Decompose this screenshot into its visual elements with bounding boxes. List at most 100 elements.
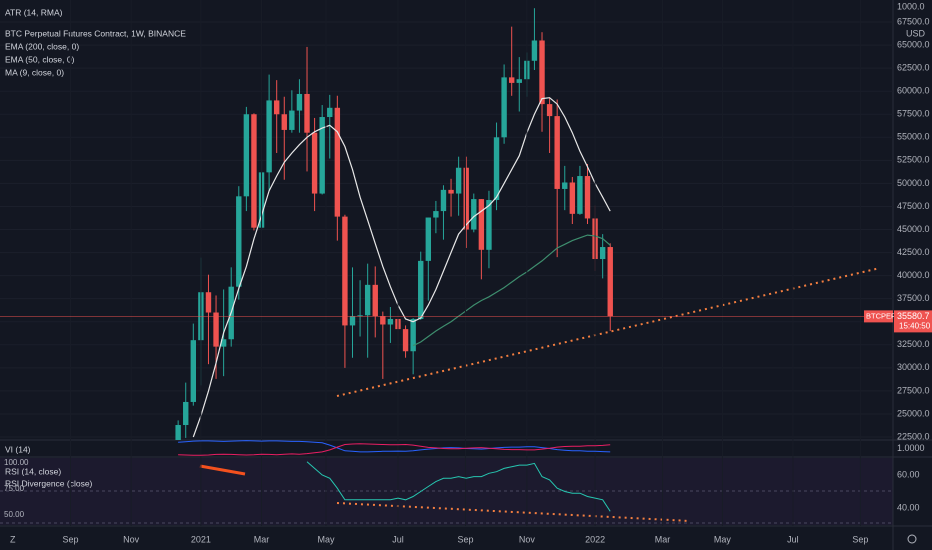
candle-body — [425, 217, 432, 261]
price-tag — [894, 310, 932, 333]
candle-body — [501, 77, 507, 138]
candle-body — [266, 100, 272, 173]
candle-body — [213, 312, 219, 347]
candle-body — [387, 318, 394, 325]
y-tick-label: 27500.0 — [897, 385, 930, 395]
price-label: 35580.7 — [897, 311, 930, 321]
atr-tick: 1000.0 — [897, 1, 925, 11]
candle-body — [380, 316, 386, 325]
candle-body — [577, 176, 583, 214]
candle-body — [599, 247, 606, 260]
candle-body — [410, 318, 416, 352]
candle-body — [327, 107, 333, 118]
x-tick-label: May — [714, 534, 732, 544]
y-tick-label: 32500.0 — [897, 339, 930, 349]
y-tick-label: 25000.0 — [897, 408, 930, 418]
x-tick-label: 2022 — [585, 534, 605, 544]
legend-entry: MA (9, close, 0) — [5, 67, 64, 77]
y-tick-label: 50000.0 — [897, 178, 930, 188]
x-tick-label: Mar — [655, 534, 671, 544]
candle-body — [289, 110, 295, 130]
candle-body — [243, 114, 250, 197]
candle-body — [251, 114, 257, 228]
x-tick-label: May — [317, 534, 335, 544]
candle-body — [273, 100, 280, 115]
candle-body — [493, 137, 500, 201]
y-tick-label: 42500.0 — [897, 247, 930, 257]
y-tick-label: 62500.0 — [897, 63, 930, 73]
candle-body — [554, 116, 560, 189]
candle-body — [190, 340, 197, 402]
y-tick-label: 40000.0 — [897, 270, 930, 280]
rsi-line — [306, 461, 611, 512]
rsi-title: RSI (14, close) — [5, 466, 61, 476]
candle-body — [455, 167, 462, 194]
x-tick-label: Sep — [457, 534, 473, 544]
unit-label: USD — [906, 28, 926, 38]
chart-title: BTC Perpetual Futures Contract, 1W, BINA… — [5, 28, 186, 38]
y-tick-label: 60000.0 — [897, 86, 930, 96]
vi-title: VI (14) — [5, 444, 31, 454]
candle-body — [418, 260, 424, 319]
legend-entry: EMA (50, close, 0) — [5, 54, 75, 64]
candle-body — [607, 247, 613, 317]
candle-body — [281, 114, 287, 130]
candle-body — [402, 329, 409, 352]
price-pane — [0, 8, 893, 440]
candle-body — [296, 93, 303, 111]
candle-body — [372, 284, 378, 317]
y-tick-label: 30000.0 — [897, 362, 930, 372]
countdown-label: 15:40:50 — [899, 321, 931, 330]
candle-body — [220, 339, 227, 347]
x-tick-label: Nov — [519, 534, 536, 544]
x-tick-label: Sep — [852, 534, 868, 544]
symbol-label: BTCPERP — [866, 311, 901, 320]
candle-body — [508, 77, 515, 83]
y-tick-label: 57500.0 — [897, 109, 930, 119]
symbol-tag — [864, 310, 893, 323]
rsi-left-tick-label: 100.00 — [4, 458, 29, 467]
candle-body — [516, 79, 522, 83]
atr-label: ATR (14, RMA) — [5, 7, 63, 17]
candle-body — [357, 315, 363, 317]
candle-body — [562, 182, 568, 189]
candle-body — [311, 132, 318, 194]
indicator-line — [192, 97, 611, 438]
settings-icon[interactable] — [907, 534, 917, 544]
candle-body — [334, 107, 341, 217]
indicator-line — [412, 234, 611, 347]
x-tick-label: Sep — [62, 534, 78, 544]
candle-body — [175, 425, 181, 440]
x-tick-label: Nov — [123, 534, 140, 544]
candle-body — [319, 117, 325, 194]
candle-body — [448, 189, 454, 194]
y-tick-label: 37500.0 — [897, 293, 930, 303]
candle-body — [463, 167, 469, 230]
candle-body — [183, 401, 189, 426]
rsi-left-tick-label: 75.00 — [4, 484, 25, 493]
rsi-left-tick-label: 50.00 — [4, 510, 25, 519]
candle-body — [584, 176, 591, 219]
candle-body — [569, 182, 576, 214]
rsi-subtitle: RSI Divergence (close) — [5, 478, 93, 488]
y-tick-label: 52500.0 — [897, 155, 930, 165]
y-tick-label: 47500.0 — [897, 201, 930, 211]
x-tick-label: 2021 — [191, 534, 211, 544]
candle-body — [440, 189, 447, 212]
divergence-line — [199, 464, 246, 476]
x-tick-label: Jul — [787, 534, 799, 544]
rsi-tick-label: 40.00 — [897, 502, 920, 512]
candle-body — [471, 199, 477, 230]
y-tick-label: 67500.0 — [897, 16, 930, 26]
candle-body — [539, 40, 545, 105]
rsi-tick-label: 60.00 — [897, 469, 920, 479]
timezone-icon[interactable]: Z — [10, 534, 16, 544]
y-tick-label: 22500.0 — [897, 431, 930, 441]
candle-body — [342, 216, 348, 326]
candle-body — [478, 199, 485, 250]
candle-body — [205, 292, 212, 313]
candle-body — [433, 211, 439, 218]
candle-body — [486, 200, 492, 250]
rsi-trend-line[interactable] — [336, 502, 691, 522]
